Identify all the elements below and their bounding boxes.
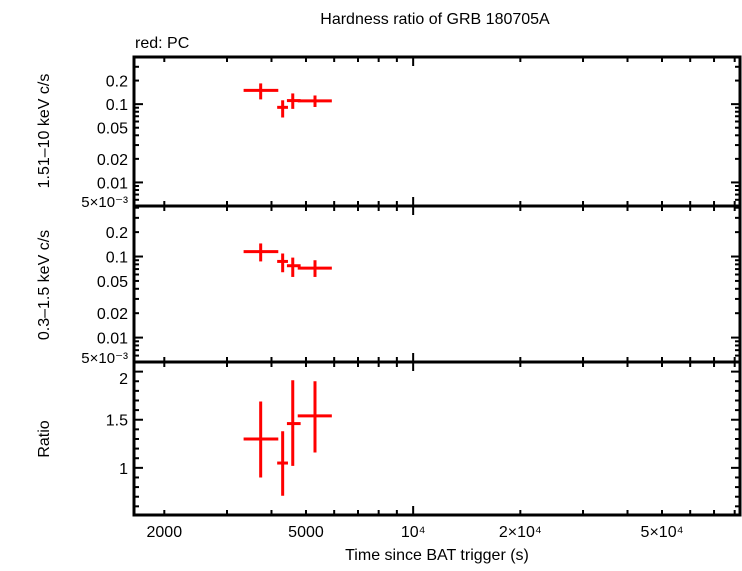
x-axis-label: Time since BAT trigger (s) [345, 547, 529, 564]
y-tick-label: 0.2 [106, 74, 128, 91]
y-tick-label: 0.02 [97, 152, 128, 169]
panel-frame [132, 55, 742, 208]
y-tick-label: 5×10⁻³ [81, 350, 128, 367]
y-tick-label: 0.01 [97, 175, 128, 192]
x-tick-label: 5×10⁴ [641, 524, 684, 541]
y-axis-label-soft: 0.3–1.5 keV c/s [36, 230, 53, 340]
y-tick-label: 1 [119, 461, 128, 478]
x-tick-label: 2000 [147, 524, 183, 541]
panel-frame [132, 360, 742, 517]
panel-frame [132, 204, 742, 364]
y-tick-label: 1.5 [106, 413, 128, 430]
y-axis-label-hard: 1.51–10 keV c/s [36, 74, 53, 189]
chart-title: Hardness ratio of GRB 180705A [320, 11, 550, 28]
y-tick-label: 5×10⁻³ [81, 194, 128, 211]
y-tick-label: 0.01 [97, 331, 128, 348]
y-tick-label: 0.2 [106, 225, 128, 242]
y-tick-label: 2 [119, 371, 128, 388]
y-tick-label: 0.1 [106, 97, 128, 114]
y-tick-label: 0.1 [106, 250, 128, 267]
y-tick-label: 0.05 [97, 274, 128, 291]
x-tick-label: 10⁴ [401, 524, 426, 541]
y-tick-label: 0.02 [97, 306, 128, 323]
x-tick-label: 2×10⁴ [499, 524, 542, 541]
x-tick-label: 5000 [288, 524, 324, 541]
y-tick-label: 0.05 [97, 121, 128, 138]
y-axis-label-ratio: Ratio [36, 420, 53, 457]
legend-note: red: PC [135, 35, 189, 52]
